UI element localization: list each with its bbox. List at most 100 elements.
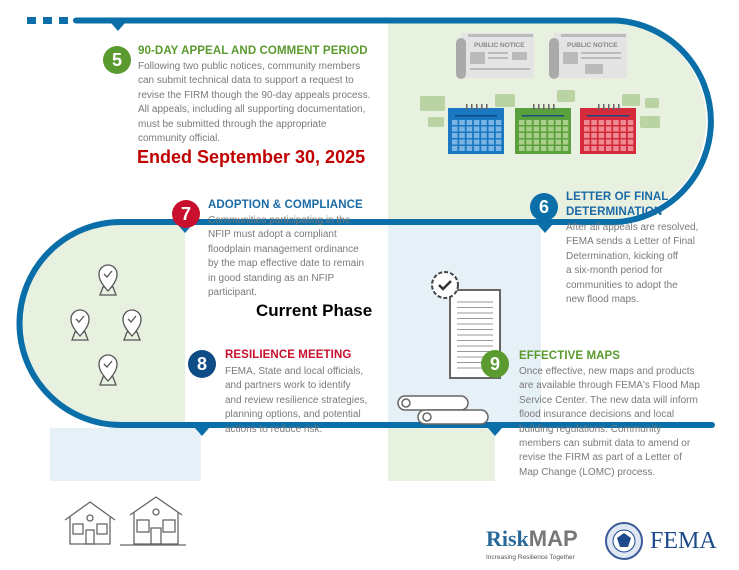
calendar-day-cell — [519, 133, 525, 138]
newspaper-icon: PUBLIC NOTICE — [456, 33, 534, 79]
calendar-day-cell — [481, 120, 487, 125]
text-line: participant. — [208, 286, 257, 298]
calendar-day-cell — [452, 133, 458, 138]
calendar-day-cell — [519, 146, 525, 151]
step-5-status-note: Ended September 30, 2025 — [137, 147, 366, 167]
calendar-day-cell — [452, 146, 458, 151]
dash — [43, 17, 52, 24]
text-line: actions to reduce risk. — [225, 423, 323, 435]
dash — [27, 17, 36, 24]
text-line: FEMA, State and local officials, — [225, 366, 364, 377]
calendar-day-cell — [459, 146, 465, 151]
calendar-day-cell — [466, 146, 473, 151]
calendar-day-cell — [519, 126, 525, 132]
calendar-ring — [476, 104, 478, 110]
calendar-day-cell — [548, 146, 554, 151]
calendar-day-cell — [605, 146, 612, 151]
svg-text:PUBLIC NOTICE: PUBLIC NOTICE — [474, 42, 525, 49]
text-line: and review resilience strategies, — [225, 394, 368, 406]
calendar-day-cell — [605, 139, 612, 145]
calendar-day-cell — [562, 133, 569, 138]
calendar-day-cell — [526, 146, 532, 151]
calendar-day-cell — [540, 146, 547, 151]
step-5-badge: 5 — [103, 46, 131, 74]
notch — [488, 428, 502, 436]
calendar-day-cell — [473, 133, 480, 138]
step7-green-panel — [22, 224, 185, 422]
text-line: members can submit data to amend or — [519, 437, 691, 449]
calendar-day-cell — [591, 133, 597, 138]
step-6-description: After all appeals are resolved, FEMA sen… — [566, 221, 698, 307]
calendar-day-cell — [473, 126, 480, 132]
calendar-day-cell — [533, 139, 540, 145]
calendar-day-cell — [598, 133, 605, 138]
text-line: revise the FIRM though the 90-day appeal… — [138, 89, 371, 101]
calendar-day-cell — [584, 120, 590, 125]
calendar-day-cell — [466, 139, 473, 145]
step-7-title: ADOPTION & COMPLIANCE — [208, 199, 363, 211]
calendar-day-cell — [488, 126, 494, 132]
current-phase-label: Current Phase — [256, 301, 373, 320]
text-line: Communities participating in the — [208, 215, 351, 226]
text-line: Once effective, new maps and products — [519, 366, 695, 377]
calendar-day-cell — [526, 139, 532, 145]
step-5-title: 90-DAY APPEAL AND COMMENT PERIOD — [138, 45, 368, 57]
calendar-ring — [481, 104, 483, 110]
calendar-day-cell — [627, 146, 634, 151]
calendar-day-cell — [488, 120, 494, 125]
calendar-day-cell — [613, 126, 619, 132]
calendar-day-cell — [620, 146, 626, 151]
calendar-ring — [608, 104, 610, 110]
calendar-day-cell — [548, 133, 554, 138]
calendar-day-cell — [613, 120, 619, 125]
speech-bubble-icons — [420, 90, 660, 128]
text-line: After all appeals are resolved, — [566, 222, 699, 233]
calendar-ring — [486, 104, 488, 110]
map-pin-check-icon — [122, 309, 142, 341]
calendar-ring — [538, 104, 540, 110]
text-line: floodplain management ordinance — [208, 243, 359, 255]
text-line: can submit technical data to support a r… — [138, 75, 354, 87]
step-8-title: RESILIENCE MEETING — [225, 349, 352, 361]
calendar-ring — [598, 104, 600, 110]
calendar-day-cell — [613, 133, 619, 138]
step-7-badge: 7 — [172, 200, 200, 228]
calendar-day-cell — [555, 120, 561, 125]
text-line: NFIP must adopt a compliant — [208, 229, 337, 241]
step-9-badge: 9 — [481, 350, 509, 378]
text-line: and partners work to identify — [225, 380, 351, 392]
calendar-day-cell — [533, 133, 540, 138]
calendar-day-cell — [488, 133, 494, 138]
calendar-day-cell — [473, 146, 480, 151]
calendar-day-cell — [605, 126, 612, 132]
text-line: planning options, and potential — [225, 409, 361, 421]
notch — [195, 428, 209, 436]
calendar-day-cell — [555, 126, 561, 132]
dash — [59, 17, 68, 24]
title-line: LETTER OF FINAL — [566, 191, 669, 203]
calendar-day-cell — [627, 139, 634, 145]
text-line: Determination, kicking off — [566, 250, 679, 262]
text-line: building regulations. Community — [519, 423, 662, 435]
calendar-day-cell — [598, 120, 605, 125]
text-line: must be submitted through the appropriat… — [138, 118, 327, 130]
calendar-day-cell — [481, 139, 487, 145]
calendar-day-cell — [466, 126, 473, 132]
calendar-day-cell — [613, 139, 619, 145]
calendar-day-cell — [598, 126, 605, 132]
calendar-day-cell — [598, 146, 605, 151]
step-8-description: FEMA, State and local officials, and par… — [225, 365, 367, 437]
text-line: community official. — [138, 132, 221, 144]
map-pin-check-icon — [98, 354, 118, 386]
calendar-day-cell — [620, 126, 626, 132]
title-line: DETERMINATION — [566, 206, 663, 218]
calendar-day-cell — [519, 120, 525, 125]
calendar-day-cell — [591, 146, 597, 151]
calendar-ring — [471, 104, 473, 110]
calendar-day-cell — [584, 133, 590, 138]
calendar-day-cell — [526, 126, 532, 132]
text-line: Map Change (LOMC) process. — [519, 466, 656, 478]
step8-blue-panel — [50, 428, 201, 481]
calendar-day-cell — [481, 146, 487, 151]
